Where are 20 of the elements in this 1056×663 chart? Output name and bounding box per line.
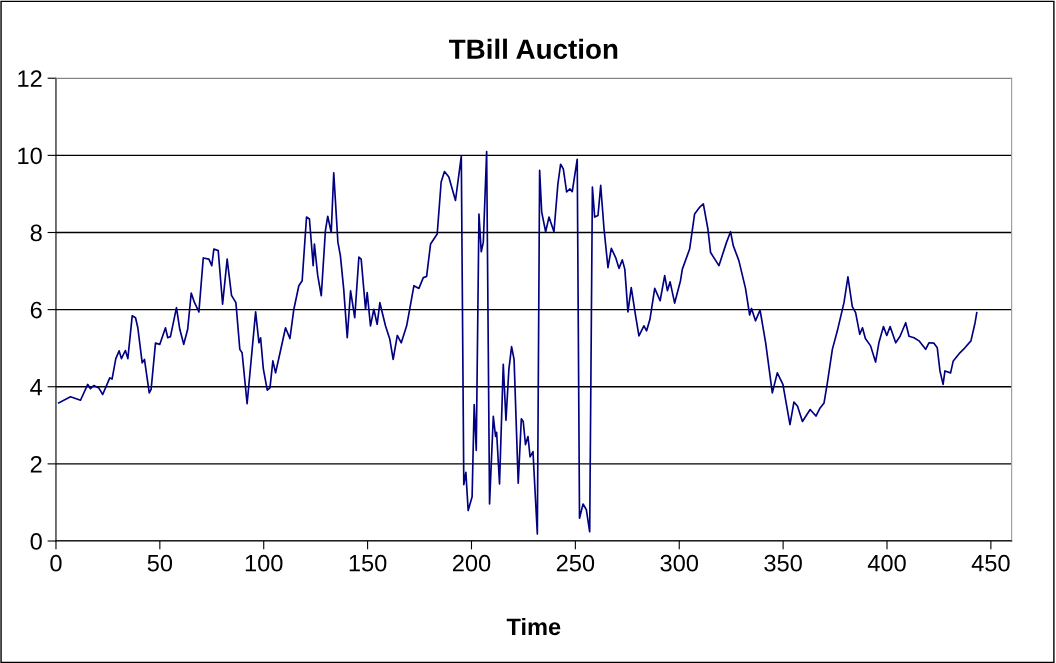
x-tick-label: 200 <box>452 554 491 572</box>
x-tick-label: 100 <box>245 554 283 572</box>
x-tick-label: 300 <box>660 554 699 572</box>
y-tick-label: 4 <box>30 379 43 396</box>
x-tick-label: 50 <box>147 554 173 572</box>
y-tick-label: 2 <box>30 455 42 473</box>
x-tick-label: 450 <box>971 554 1010 572</box>
x-tick-label: 250 <box>556 554 595 572</box>
y-tick-label: 8 <box>30 224 42 242</box>
x-axis-title: Time <box>506 617 561 636</box>
x-tick-label: 150 <box>349 554 387 572</box>
x-tick-label: 350 <box>764 554 802 572</box>
x-tick-label: 400 <box>867 554 906 572</box>
chart-title: TBill Auction <box>449 38 618 60</box>
line-series <box>57 150 978 535</box>
y-tick-label: 10 <box>18 147 42 165</box>
y-tick-label: 0 <box>30 533 42 550</box>
x-tick-label: 0 <box>50 554 62 572</box>
y-tick-label: 12 <box>18 70 42 87</box>
y-tick-label: 6 <box>30 301 42 319</box>
